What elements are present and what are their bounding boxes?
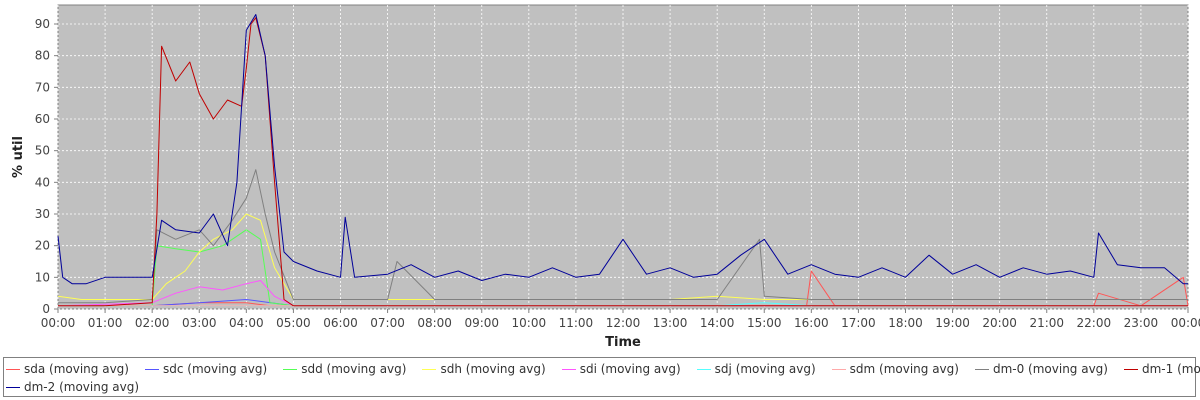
legend-label: sdh (moving avg) [440, 362, 546, 376]
legend-label: dm-0 (moving avg) [992, 362, 1108, 376]
x-tick-label: 03:00 [182, 316, 217, 330]
x-tick-label: 11:00 [559, 316, 594, 330]
legend: sda (moving avg) sdc (moving avg) sdd (mov… [3, 357, 1200, 397]
x-tick-label: 20:00 [982, 316, 1017, 330]
y-tick-label: 90 [35, 17, 50, 31]
legend-swatch [283, 368, 298, 370]
legend-row: sda (moving avg) sdc (moving avg) sdd (mov… [4, 360, 1200, 378]
x-tick-label: 21:00 [1029, 316, 1064, 330]
y-tick-label: 30 [35, 207, 50, 221]
x-tick-label: 18:00 [888, 316, 923, 330]
series-layer [57, 14, 1189, 307]
x-tick-label: 22:00 [1077, 316, 1112, 330]
legend-swatch [831, 368, 846, 370]
legend-label: sdi (moving avg) [579, 362, 681, 376]
x-tick-label: 04:00 [229, 316, 264, 330]
y-axis-title: % util [11, 136, 26, 178]
legend-row: dm-2 (moving avg) [4, 378, 153, 396]
legend-label: sda (moving avg) [24, 362, 129, 376]
legend-swatch [422, 368, 437, 370]
y-tick-label: 20 [35, 239, 50, 253]
legend-swatch [974, 368, 989, 370]
y-tick-label: 50 [35, 144, 50, 158]
legend-label: sdj (moving avg) [714, 362, 816, 376]
x-tick-label: 05:00 [276, 316, 311, 330]
x-tick-label: 00:00 [41, 316, 76, 330]
x-tick-label: 15:00 [747, 316, 782, 330]
legend-item: dm-0 (moving avg) [973, 362, 1108, 376]
legend-swatch [6, 386, 20, 388]
x-tick-label: 08:00 [417, 316, 452, 330]
legend-label: sdm (moving avg) [849, 362, 959, 376]
x-tick-label: 09:00 [464, 316, 499, 330]
x-tick-label: 07:00 [370, 316, 405, 330]
y-tick-label: 80 [35, 49, 50, 63]
legend-swatch [561, 368, 576, 370]
x-axis-title: Time [605, 335, 641, 350]
legend-item: sdc (moving avg) [143, 362, 267, 376]
legend-item: sdh (moving avg) [420, 362, 546, 376]
series-line [57, 14, 1188, 285]
y-tick-label: 40 [35, 175, 50, 189]
x-tick-label: 01:00 [88, 316, 123, 330]
x-tick-label: 14:00 [700, 316, 735, 330]
x-tick-label: 16:00 [794, 316, 829, 330]
y-axis-ticks: 0 10 20 30 40 50 60 70 80 90 [35, 17, 58, 316]
legend-item: dm-1 (moving avg) [1122, 362, 1200, 376]
legend-swatch [696, 368, 711, 370]
legend-label: dm-1 (moving avg) [1141, 362, 1200, 376]
x-tick-label: 13:00 [653, 316, 688, 330]
series-line [58, 229, 1188, 307]
x-axis-ticks: 00:00 01:00 02:00 03:00 04:00 05:00 06:00 07:00… [41, 309, 1200, 330]
legend-swatch [6, 368, 20, 370]
legend-item: sdd (moving avg) [281, 362, 406, 376]
legend-item: sda (moving avg) [4, 362, 129, 376]
x-tick-label: 06:00 [323, 316, 358, 330]
x-tick-label: 12:00 [606, 316, 641, 330]
x-tick-label: 02:00 [135, 316, 170, 330]
legend-item: dm-2 (moving avg) [4, 380, 139, 394]
x-tick-label: 23:00 [1124, 316, 1159, 330]
legend-swatch [1123, 368, 1138, 370]
y-tick-label: 0 [42, 302, 50, 316]
x-tick-label: 00:00 [1171, 316, 1200, 330]
legend-item: sdi (moving avg) [560, 362, 681, 376]
legend-item: sdm (moving avg) [830, 362, 959, 376]
x-tick-label: 19:00 [935, 316, 970, 330]
y-tick-label: 10 [35, 270, 50, 284]
x-tick-label: 10:00 [512, 316, 547, 330]
x-tick-label: 17:00 [841, 316, 876, 330]
series-line [58, 17, 1188, 307]
series-line [58, 169, 1188, 304]
legend-item: sdj (moving avg) [695, 362, 816, 376]
legend-swatch [144, 368, 159, 370]
legend-label: dm-2 (moving avg) [24, 380, 140, 394]
y-tick-label: 70 [35, 80, 50, 94]
y-tick-label: 60 [35, 112, 50, 126]
legend-label: sdd (moving avg) [301, 362, 407, 376]
legend-label: sdc (moving avg) [162, 362, 268, 376]
